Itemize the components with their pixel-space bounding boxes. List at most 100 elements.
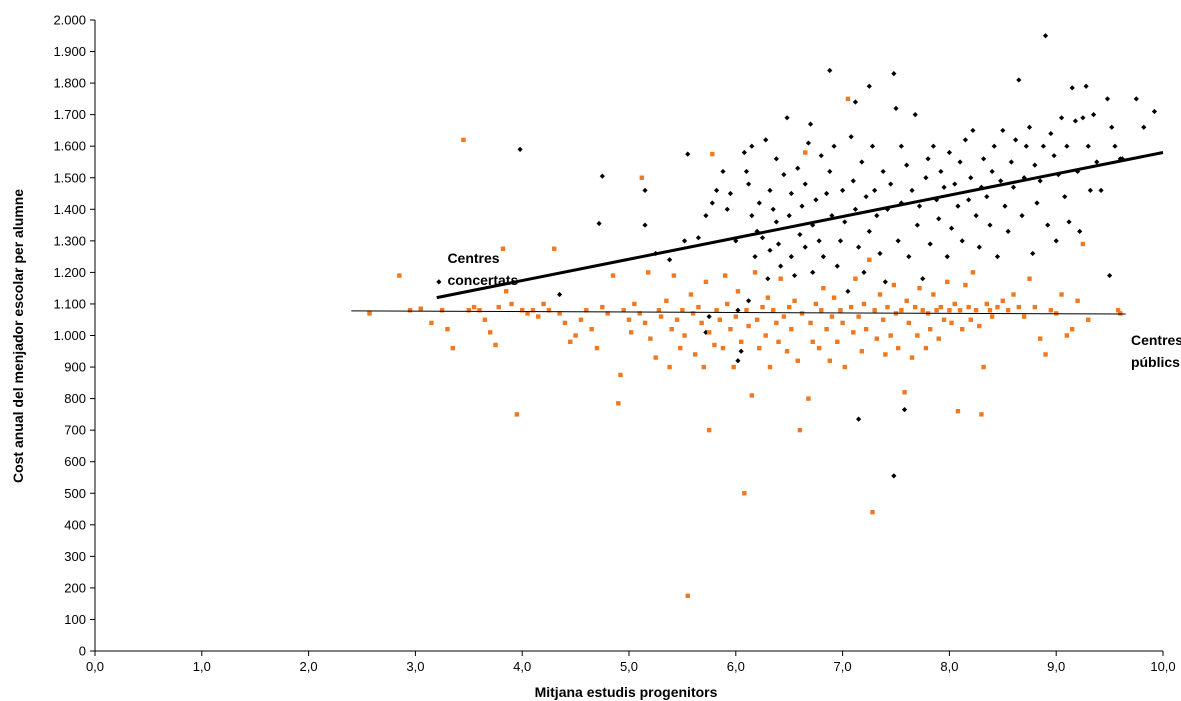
data-point-diamond [799,203,805,209]
data-point-diamond [1010,184,1017,190]
data-point-square [770,308,776,313]
data-point-square [618,372,623,378]
data-point-square [439,308,445,313]
data-point-square [1059,292,1064,297]
y-tick-label: 2.000 [53,13,86,28]
data-point-square [767,364,773,370]
data-point-diamond [765,276,771,282]
data-point-diamond [856,416,862,422]
data-point-diamond [724,206,730,212]
y-tick-label: 1.900 [53,44,86,59]
data-point-square [909,355,915,360]
data-point-square [872,308,877,313]
data-point-diamond [1104,96,1111,102]
data-point-square [738,339,744,345]
data-point-diamond [984,194,990,200]
y-tick-label: 1.400 [53,202,86,217]
data-point-square [578,317,584,322]
data-point-square [952,301,957,307]
data-point-square [493,342,498,348]
data-point-square [1021,314,1027,319]
data-point-square [706,427,712,433]
data-point-square [616,401,621,406]
data-point-diamond [1090,112,1097,118]
data-point-square [735,289,741,294]
data-point-square [461,137,466,143]
data-point-square [696,304,701,310]
data-point-square [690,311,696,316]
x-tick-label: 7,0 [834,659,852,674]
data-point-square [891,282,897,288]
data-point-square [819,308,824,313]
data-point-diamond [1040,143,1046,149]
data-point-diamond [840,187,846,193]
data-point-diamond [976,244,982,250]
data-point-square [1064,333,1070,338]
data-point-diamond [1080,115,1086,121]
data-point-diamond [1069,85,1075,91]
x-tick-label: 9,0 [1047,659,1065,674]
data-point-square [760,304,765,310]
data-point-diamond [727,190,734,197]
data-point-square [525,311,530,316]
data-point-diamond [1066,219,1072,225]
data-point-square [831,295,837,300]
data-point-square [450,345,455,351]
data-point-diamond [1053,238,1059,244]
data-point-diamond [829,213,835,219]
data-point-diamond [642,222,648,228]
data-point-diamond [1045,222,1051,228]
data-point-square [902,390,907,395]
data-point-square [778,276,783,281]
data-point-diamond [1002,203,1008,209]
data-point-diamond [720,168,726,175]
data-point-square [656,308,662,313]
data-point-square [966,304,971,310]
y-tick-label: 1.100 [53,296,86,311]
data-point-diamond [920,276,926,282]
x-tick-label: 6,0 [727,659,745,674]
data-point-diamond [1107,272,1113,279]
data-point-square [835,339,840,345]
data-point-square [407,308,413,313]
data-point-diamond [946,149,952,156]
data-point-square [669,326,674,332]
data-point-diamond [944,254,950,260]
data-point-diamond [930,143,936,149]
data-point-square [754,317,760,322]
data-point-diamond [891,71,897,77]
data-point-square [947,308,952,313]
data-point-diamond [1008,159,1014,165]
data-point-square [917,285,922,291]
data-point-diamond [845,288,851,294]
data-point-square [514,412,520,417]
data-point-square [1048,308,1054,313]
data-point-square [752,270,758,275]
data-point-square [678,345,683,351]
data-point-diamond [837,238,844,244]
trendline [436,151,1164,300]
data-point-diamond [1151,108,1158,115]
data-point-diamond [888,181,894,187]
data-point-square [880,317,886,322]
data-point-square [927,326,933,332]
data-point-square [546,308,552,313]
data-point-diamond [770,206,776,212]
data-point-diamond [872,187,878,193]
x-tick-label: 10,0 [1150,659,1175,674]
data-point-square [610,273,616,278]
data-point-diamond [912,112,918,118]
data-point-square [520,308,525,313]
data-point-diamond [556,291,563,298]
data-point-diamond [802,181,808,187]
y-tick-label: 800 [64,391,86,406]
data-point-square [960,326,965,332]
data-point-diamond [1109,124,1115,130]
data-point-diamond [642,187,648,193]
data-point-square [712,342,717,348]
data-point-diamond [901,407,908,413]
data-point-diamond [599,173,605,179]
data-point-square [853,276,858,281]
data-point-square [816,345,822,351]
